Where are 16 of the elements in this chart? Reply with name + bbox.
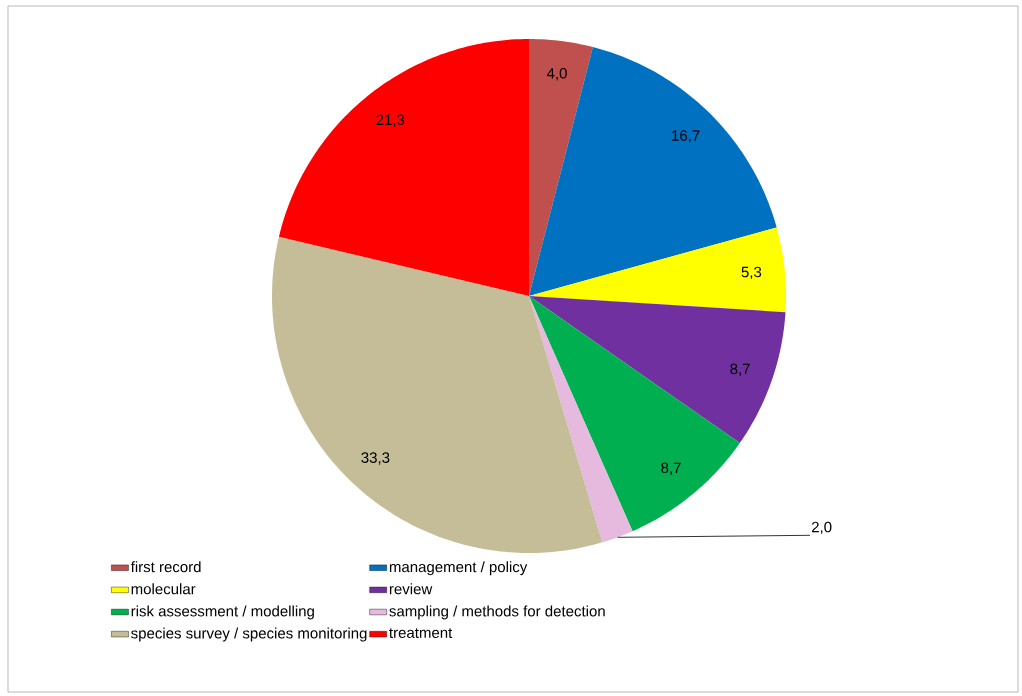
legend-label: molecular bbox=[131, 583, 196, 595]
data-label: 21,3 bbox=[376, 114, 405, 127]
legend-label: review bbox=[389, 583, 433, 595]
legend-label: sampling / methods for detection bbox=[389, 605, 605, 620]
legend-label: risk assessment / modelling bbox=[131, 605, 314, 620]
data-label: 8,7 bbox=[730, 363, 750, 376]
data-label: 2,0 bbox=[811, 521, 832, 535]
legend-label: management / policy bbox=[389, 561, 528, 576]
data-label: 33,3 bbox=[361, 452, 390, 465]
data-label: 4,0 bbox=[546, 68, 567, 81]
data-label: 5,3 bbox=[741, 266, 762, 280]
data-label: 16,7 bbox=[672, 130, 700, 143]
legend-label: treatment bbox=[389, 628, 453, 638]
legend-label: first record bbox=[130, 561, 201, 573]
legend-label: species survey / species monitoring bbox=[131, 627, 367, 642]
data-label: 8,7 bbox=[661, 462, 681, 475]
